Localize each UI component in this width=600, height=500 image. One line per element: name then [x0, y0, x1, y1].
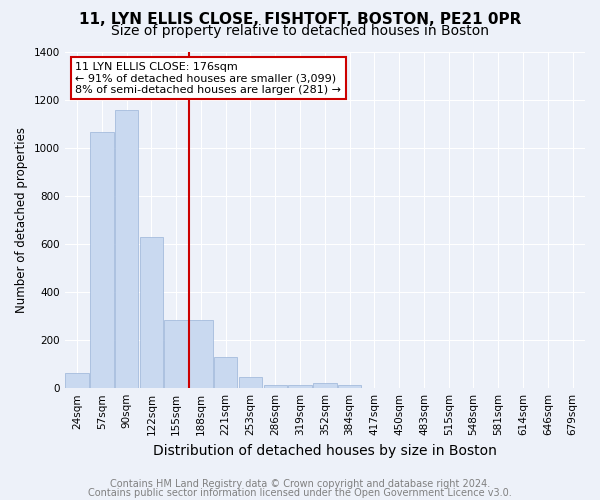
Bar [313, 384, 337, 388]
Bar [189, 320, 213, 388]
Bar [338, 384, 361, 388]
Bar [90, 132, 113, 388]
Bar [164, 320, 188, 388]
Text: Contains public sector information licensed under the Open Government Licence v3: Contains public sector information licen… [88, 488, 512, 498]
Bar [115, 110, 139, 388]
Bar [65, 372, 89, 388]
Bar [214, 357, 238, 388]
Text: 11 LYN ELLIS CLOSE: 176sqm
← 91% of detached houses are smaller (3,099)
8% of se: 11 LYN ELLIS CLOSE: 176sqm ← 91% of deta… [75, 62, 341, 95]
Bar [140, 236, 163, 388]
Bar [288, 384, 312, 388]
Bar [263, 384, 287, 388]
Text: Size of property relative to detached houses in Boston: Size of property relative to detached ho… [111, 24, 489, 38]
Bar [239, 378, 262, 388]
X-axis label: Distribution of detached houses by size in Boston: Distribution of detached houses by size … [153, 444, 497, 458]
Y-axis label: Number of detached properties: Number of detached properties [15, 127, 28, 313]
Text: 11, LYN ELLIS CLOSE, FISHTOFT, BOSTON, PE21 0PR: 11, LYN ELLIS CLOSE, FISHTOFT, BOSTON, P… [79, 12, 521, 28]
Text: Contains HM Land Registry data © Crown copyright and database right 2024.: Contains HM Land Registry data © Crown c… [110, 479, 490, 489]
